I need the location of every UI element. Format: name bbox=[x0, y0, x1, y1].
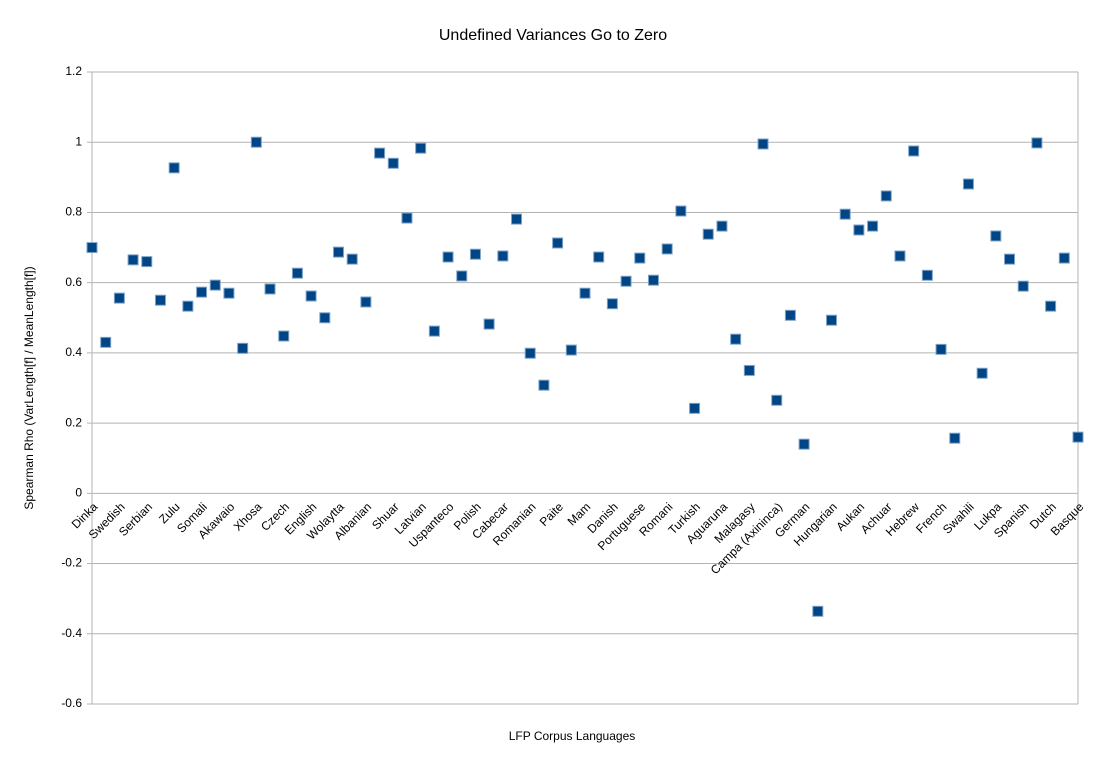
point bbox=[757, 138, 769, 150]
y-tick-label: 0.8 bbox=[65, 205, 82, 219]
point bbox=[784, 309, 796, 321]
point bbox=[511, 213, 523, 225]
point bbox=[1072, 431, 1084, 443]
point bbox=[894, 250, 906, 262]
point bbox=[689, 402, 701, 414]
y-tick-label: 1 bbox=[75, 134, 82, 148]
point bbox=[675, 205, 687, 217]
point bbox=[853, 224, 865, 236]
point bbox=[456, 270, 468, 282]
x-axis-label: LFP Corpus Languages bbox=[509, 729, 636, 743]
point bbox=[360, 296, 372, 308]
point bbox=[538, 379, 550, 391]
point bbox=[798, 438, 810, 450]
point bbox=[387, 157, 399, 169]
point bbox=[333, 246, 344, 258]
point bbox=[237, 342, 249, 354]
point bbox=[209, 279, 221, 291]
point bbox=[908, 145, 920, 157]
x-tick-label: Swahili bbox=[940, 500, 977, 537]
x-tick-label: Xhosa bbox=[231, 500, 265, 534]
y-tick-label: 0.2 bbox=[65, 415, 82, 429]
y-tick-label: 1.2 bbox=[65, 64, 82, 78]
point bbox=[223, 287, 235, 299]
y-tick-label: -0.2 bbox=[61, 556, 82, 570]
point bbox=[620, 275, 632, 287]
point bbox=[702, 228, 714, 240]
y-tick-label: 0.6 bbox=[65, 275, 82, 289]
point bbox=[278, 330, 290, 342]
point bbox=[647, 274, 659, 286]
point bbox=[319, 312, 331, 324]
point bbox=[86, 242, 98, 254]
point bbox=[743, 364, 755, 376]
point bbox=[867, 220, 879, 232]
point bbox=[826, 314, 837, 326]
point bbox=[730, 333, 742, 345]
point bbox=[127, 254, 139, 266]
point bbox=[141, 256, 153, 268]
y-tick-label: 0 bbox=[75, 486, 82, 500]
point bbox=[1017, 280, 1029, 292]
point bbox=[1031, 137, 1043, 149]
point bbox=[880, 190, 892, 202]
point bbox=[579, 287, 591, 299]
point bbox=[593, 251, 605, 263]
point bbox=[990, 230, 1002, 242]
point bbox=[415, 142, 427, 154]
point bbox=[771, 394, 783, 406]
point bbox=[168, 162, 180, 174]
point bbox=[264, 283, 276, 295]
point bbox=[483, 318, 495, 330]
y-tick-label: 0.4 bbox=[65, 345, 82, 359]
point bbox=[401, 212, 413, 224]
point bbox=[524, 347, 536, 359]
point bbox=[291, 267, 303, 279]
point bbox=[469, 248, 481, 260]
point bbox=[497, 250, 509, 262]
point bbox=[976, 367, 988, 379]
chart-title: Undefined Variances Go to Zero bbox=[439, 27, 667, 44]
point bbox=[1058, 252, 1070, 264]
point bbox=[182, 300, 194, 312]
x-tick-label: Paite bbox=[537, 500, 566, 529]
point bbox=[949, 432, 961, 444]
y-tick-label: -0.4 bbox=[61, 626, 82, 640]
point bbox=[935, 343, 947, 355]
point bbox=[428, 325, 440, 337]
point bbox=[374, 147, 386, 159]
point bbox=[606, 298, 618, 310]
point bbox=[812, 605, 824, 617]
point bbox=[442, 251, 454, 263]
point bbox=[196, 286, 208, 298]
y-tick-label: -0.6 bbox=[61, 696, 82, 710]
point bbox=[552, 237, 564, 249]
point bbox=[962, 178, 974, 190]
point bbox=[921, 269, 933, 281]
point bbox=[839, 208, 851, 220]
point bbox=[250, 136, 262, 148]
point bbox=[154, 294, 166, 306]
point bbox=[661, 243, 673, 255]
point bbox=[634, 252, 646, 264]
point bbox=[1004, 253, 1016, 265]
point bbox=[346, 253, 358, 265]
point bbox=[1045, 300, 1057, 312]
point bbox=[113, 292, 125, 304]
point bbox=[305, 290, 317, 302]
point bbox=[100, 336, 112, 348]
y-axis-label: Spearman Rho (VarLength[f] / MeanLength[… bbox=[22, 266, 36, 509]
point bbox=[565, 344, 577, 356]
point bbox=[716, 220, 728, 232]
